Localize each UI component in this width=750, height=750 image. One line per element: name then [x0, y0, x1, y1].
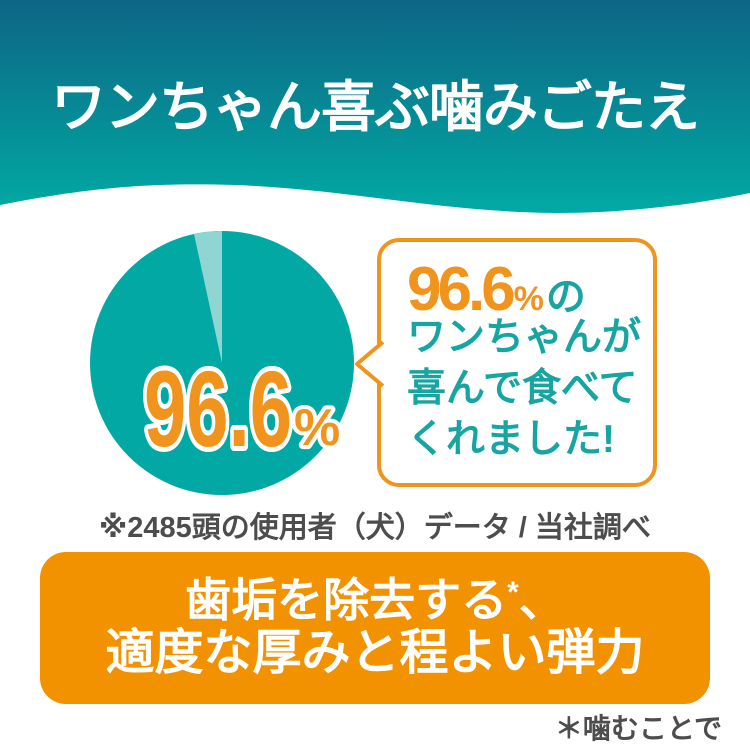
pie-center-value: 96.6: [144, 348, 292, 469]
wave-shape: [0, 0, 750, 213]
page-title: ワンちゃん喜ぶ噛みごたえ: [50, 76, 700, 138]
bubble-percent-sign: %: [513, 280, 544, 318]
bubble-line-1: 96.6 % の: [407, 254, 653, 324]
bubble-line-3: 喜んで食べて: [407, 367, 638, 410]
highlight-asterisk: *: [507, 575, 519, 609]
bubble-line-4: くれました!: [407, 418, 615, 461]
highlight-line-2: 適度な厚みと程よい弾力: [105, 626, 645, 681]
highlight-line1-comma: 、: [518, 573, 565, 626]
pie-center-unit: %: [294, 399, 340, 457]
data-source-caption: ※2485頭の使用者（犬）データ / 当社調べ: [99, 512, 651, 544]
pie-chart: 96.6 %: [90, 231, 354, 495]
highlight-line1-text: 歯垢を除去する: [185, 573, 508, 626]
highlight-line-1: 歯垢を除去する*、: [185, 573, 565, 626]
bubble-line1-suffix: の: [545, 275, 586, 319]
header-wave-background: [0, 0, 750, 213]
speech-bubble: 96.6 % の ワンちゃんが 喜んで食べて くれました!: [377, 238, 657, 487]
bubble-percent-value: 96.6: [407, 255, 516, 324]
bubble-line-2: ワンちゃんが: [407, 316, 642, 359]
highlight-box: 歯垢を除去する*、 適度な厚みと程よい弾力: [40, 552, 710, 704]
footnote: ＊噛むことで: [554, 713, 722, 744]
pie-small-slice: [194, 231, 222, 363]
speech-bubble-tail-icon: [355, 340, 384, 388]
